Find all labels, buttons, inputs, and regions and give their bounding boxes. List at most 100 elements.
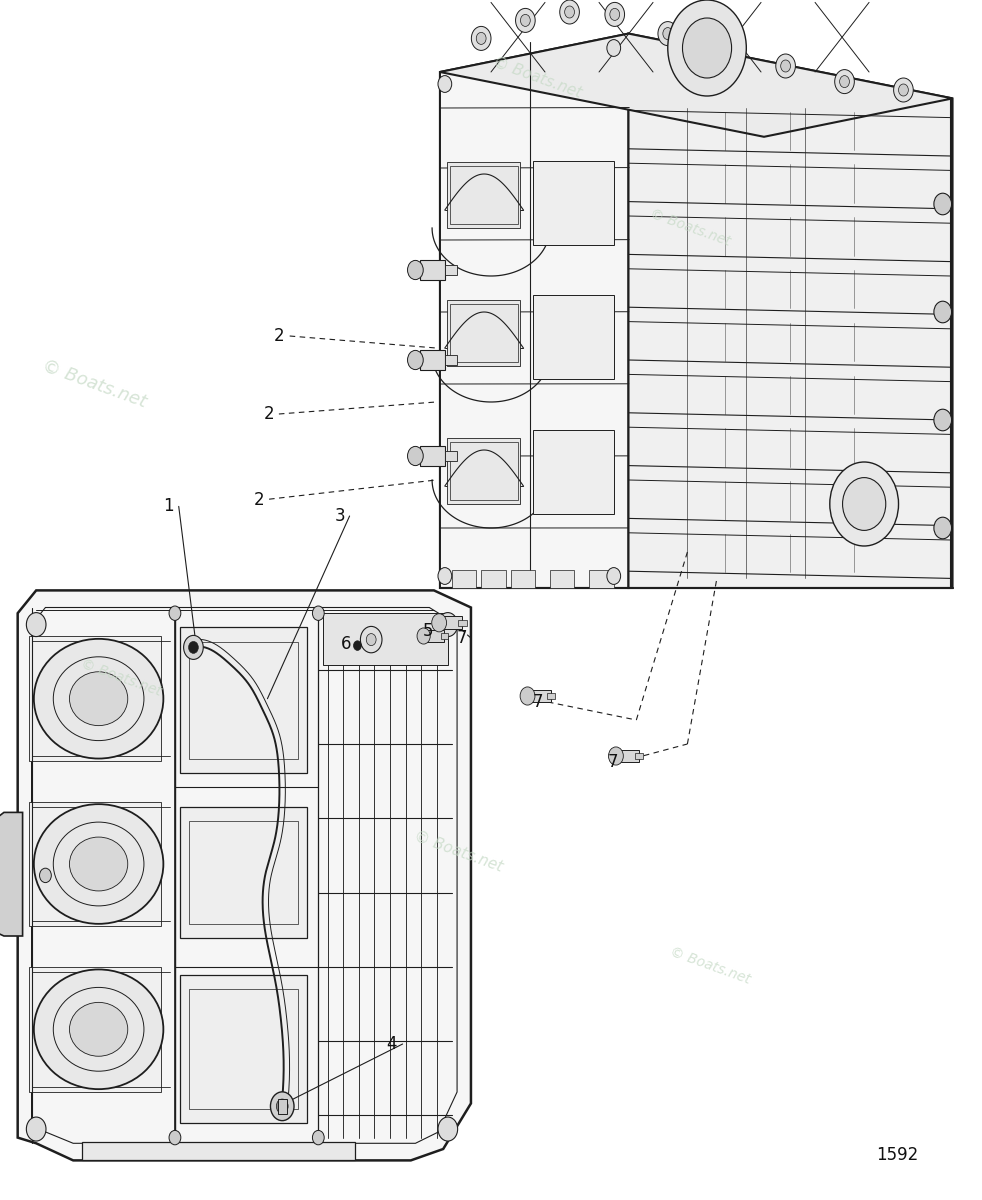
Circle shape — [717, 40, 736, 64]
Circle shape — [438, 76, 452, 92]
Circle shape — [520, 14, 530, 26]
Circle shape — [408, 446, 423, 466]
Bar — [533, 430, 614, 514]
Circle shape — [894, 78, 913, 102]
Bar — [450, 304, 518, 362]
Circle shape — [668, 0, 746, 96]
Circle shape — [830, 462, 899, 546]
Circle shape — [516, 8, 535, 32]
Text: © Boats.net: © Boats.net — [668, 944, 752, 988]
Circle shape — [438, 613, 458, 637]
Circle shape — [658, 22, 678, 46]
Text: 7: 7 — [533, 692, 543, 710]
Ellipse shape — [70, 1002, 128, 1056]
Circle shape — [27, 613, 46, 637]
Bar — [635, 752, 643, 760]
Bar — [614, 750, 639, 762]
Bar — [511, 570, 535, 588]
Text: 2: 2 — [264, 404, 274, 422]
Bar — [589, 570, 614, 588]
Text: 2: 2 — [274, 326, 284, 346]
Bar — [445, 451, 457, 461]
Text: © Boats.net: © Boats.net — [39, 356, 148, 412]
Circle shape — [408, 350, 423, 370]
Circle shape — [520, 686, 535, 706]
Bar — [29, 802, 161, 926]
Bar — [481, 570, 506, 588]
Bar — [29, 636, 161, 761]
Circle shape — [565, 6, 574, 18]
Bar — [452, 570, 476, 588]
Circle shape — [270, 1092, 294, 1121]
Circle shape — [934, 193, 952, 215]
Circle shape — [360, 626, 382, 653]
Bar — [189, 642, 298, 758]
Text: 5: 5 — [423, 622, 433, 641]
Bar — [450, 166, 518, 224]
Text: 1: 1 — [164, 498, 174, 516]
Polygon shape — [628, 34, 953, 588]
Text: 6: 6 — [341, 636, 351, 653]
Circle shape — [607, 40, 621, 56]
Circle shape — [438, 568, 452, 584]
Ellipse shape — [33, 804, 163, 924]
Bar — [180, 806, 306, 938]
Circle shape — [682, 18, 732, 78]
Bar — [421, 630, 445, 642]
Bar — [180, 628, 306, 773]
Bar — [447, 300, 520, 366]
Circle shape — [605, 2, 625, 26]
Polygon shape — [440, 34, 953, 137]
Text: 7: 7 — [457, 629, 466, 647]
Circle shape — [934, 517, 952, 539]
Text: 1592: 1592 — [876, 1146, 918, 1164]
Ellipse shape — [33, 970, 163, 1090]
Circle shape — [354, 641, 361, 650]
Polygon shape — [440, 34, 628, 588]
Circle shape — [843, 478, 886, 530]
Circle shape — [934, 409, 952, 431]
Circle shape — [366, 634, 376, 646]
Bar — [420, 350, 445, 370]
Text: 2: 2 — [254, 492, 264, 509]
Text: © Boats.net: © Boats.net — [412, 829, 505, 875]
Bar — [450, 442, 518, 500]
Bar — [445, 355, 457, 365]
Ellipse shape — [70, 838, 128, 890]
Circle shape — [438, 1117, 458, 1141]
Circle shape — [312, 606, 324, 620]
Circle shape — [432, 613, 447, 632]
Text: 4: 4 — [387, 1034, 397, 1054]
Ellipse shape — [70, 672, 128, 726]
Circle shape — [835, 70, 854, 94]
Bar — [459, 619, 466, 626]
Bar — [525, 690, 551, 702]
Circle shape — [609, 746, 624, 766]
Circle shape — [781, 60, 791, 72]
Circle shape — [840, 76, 849, 88]
Ellipse shape — [33, 638, 163, 758]
Circle shape — [184, 636, 203, 659]
Text: © Boats.net: © Boats.net — [79, 656, 163, 700]
Text: © Boats.net: © Boats.net — [491, 55, 583, 101]
Circle shape — [276, 1099, 288, 1114]
Bar — [278, 1099, 287, 1114]
Bar — [441, 634, 448, 638]
Bar — [180, 976, 306, 1123]
Text: © Boats.net: © Boats.net — [648, 206, 733, 250]
Circle shape — [27, 1117, 46, 1141]
Bar — [437, 617, 463, 629]
Circle shape — [934, 301, 952, 323]
Bar — [550, 570, 574, 588]
Bar — [189, 821, 298, 924]
Circle shape — [169, 1130, 181, 1145]
Bar — [533, 295, 614, 379]
Circle shape — [417, 628, 430, 644]
Circle shape — [408, 260, 423, 280]
Bar — [82, 1142, 355, 1160]
Polygon shape — [0, 812, 23, 936]
Circle shape — [663, 28, 673, 40]
Circle shape — [189, 641, 198, 653]
Circle shape — [899, 84, 908, 96]
Bar — [420, 260, 445, 280]
